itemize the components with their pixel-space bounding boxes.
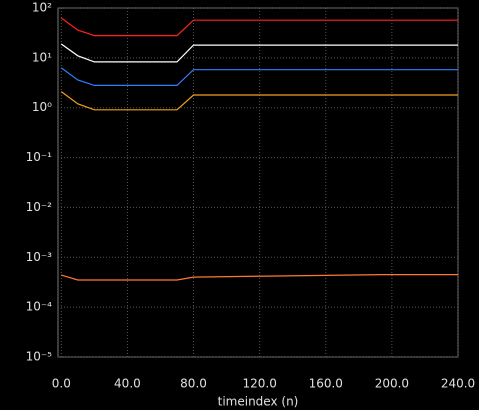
series-line (60, 17, 458, 37)
series-line (60, 91, 458, 111)
x-tick-label: 40.0 (114, 377, 141, 391)
y-tick-label: 10⁻⁴ (26, 300, 53, 314)
x-tick-label: 160.0 (309, 377, 343, 391)
plot-frame (57, 7, 459, 358)
x-tick-label: 80.0 (180, 377, 207, 391)
y-tick-label: 10⁻³ (26, 250, 53, 264)
series-line (61, 274, 458, 281)
x-tick-label: 200.0 (375, 377, 409, 391)
y-tick-label: 10¹ (32, 50, 52, 64)
x-axis-label: timeindex (n) (218, 395, 299, 409)
y-tick-label: 10⁻⁵ (26, 350, 53, 364)
x-tick-label: 240.0 (441, 377, 475, 391)
series-line (60, 67, 458, 86)
y-tick-label: 10⁻² (26, 200, 53, 214)
x-tick-label: 120.0 (242, 377, 276, 391)
series-line (60, 43, 458, 63)
y-tick-label: 10² (32, 1, 52, 15)
y-tick-label: 10⁻¹ (26, 150, 53, 164)
y-tick-label: 10⁰ (32, 100, 52, 114)
x-tick-label: 0.0 (52, 377, 71, 391)
